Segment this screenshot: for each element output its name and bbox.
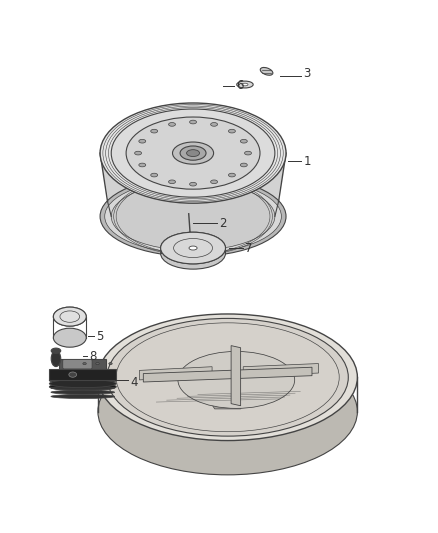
Polygon shape bbox=[139, 367, 212, 380]
Ellipse shape bbox=[161, 238, 226, 269]
FancyBboxPatch shape bbox=[63, 359, 92, 369]
Polygon shape bbox=[143, 367, 312, 382]
Ellipse shape bbox=[139, 163, 146, 167]
Polygon shape bbox=[210, 402, 245, 409]
Ellipse shape bbox=[49, 383, 117, 391]
Text: 7: 7 bbox=[245, 241, 252, 255]
Ellipse shape bbox=[83, 362, 86, 365]
Ellipse shape bbox=[105, 180, 281, 253]
Ellipse shape bbox=[260, 68, 273, 75]
Ellipse shape bbox=[126, 117, 260, 189]
Ellipse shape bbox=[180, 146, 206, 160]
Ellipse shape bbox=[98, 348, 357, 475]
Text: 8: 8 bbox=[89, 350, 97, 362]
Ellipse shape bbox=[51, 351, 61, 367]
Ellipse shape bbox=[134, 151, 141, 155]
Ellipse shape bbox=[190, 182, 197, 186]
Ellipse shape bbox=[69, 372, 77, 377]
Polygon shape bbox=[49, 369, 117, 381]
Ellipse shape bbox=[244, 151, 251, 155]
Ellipse shape bbox=[51, 348, 61, 353]
Ellipse shape bbox=[161, 232, 226, 264]
Text: 5: 5 bbox=[96, 329, 103, 343]
Ellipse shape bbox=[187, 150, 200, 157]
Ellipse shape bbox=[51, 386, 115, 390]
Ellipse shape bbox=[53, 328, 86, 347]
Ellipse shape bbox=[100, 103, 286, 203]
Ellipse shape bbox=[169, 180, 176, 184]
Ellipse shape bbox=[211, 123, 218, 126]
Ellipse shape bbox=[211, 180, 218, 184]
Ellipse shape bbox=[190, 120, 197, 124]
Ellipse shape bbox=[49, 376, 117, 384]
Ellipse shape bbox=[51, 394, 115, 399]
Ellipse shape bbox=[240, 139, 247, 143]
Ellipse shape bbox=[151, 130, 158, 133]
Ellipse shape bbox=[139, 139, 146, 143]
Ellipse shape bbox=[240, 163, 247, 167]
Ellipse shape bbox=[189, 246, 197, 250]
Ellipse shape bbox=[51, 390, 115, 394]
Ellipse shape bbox=[98, 314, 357, 441]
Polygon shape bbox=[59, 359, 106, 369]
Ellipse shape bbox=[100, 176, 286, 256]
Polygon shape bbox=[100, 153, 286, 216]
Ellipse shape bbox=[178, 351, 295, 408]
Ellipse shape bbox=[107, 318, 348, 436]
Ellipse shape bbox=[53, 307, 86, 326]
Ellipse shape bbox=[116, 323, 339, 432]
Ellipse shape bbox=[109, 362, 112, 365]
Text: 1: 1 bbox=[304, 155, 311, 167]
Ellipse shape bbox=[96, 362, 99, 365]
Ellipse shape bbox=[237, 81, 253, 88]
Ellipse shape bbox=[173, 142, 214, 164]
Ellipse shape bbox=[53, 307, 86, 326]
Ellipse shape bbox=[242, 83, 248, 86]
Text: 4: 4 bbox=[131, 376, 138, 389]
Ellipse shape bbox=[151, 173, 158, 177]
Text: 6: 6 bbox=[236, 79, 244, 92]
Ellipse shape bbox=[111, 109, 275, 197]
Ellipse shape bbox=[49, 379, 117, 387]
Ellipse shape bbox=[161, 232, 226, 264]
Ellipse shape bbox=[111, 182, 275, 251]
Text: 2: 2 bbox=[219, 217, 226, 230]
Ellipse shape bbox=[229, 173, 235, 177]
Ellipse shape bbox=[229, 130, 235, 133]
Text: 3: 3 bbox=[304, 68, 311, 80]
Polygon shape bbox=[231, 345, 240, 406]
Ellipse shape bbox=[169, 123, 176, 126]
Polygon shape bbox=[243, 364, 318, 376]
